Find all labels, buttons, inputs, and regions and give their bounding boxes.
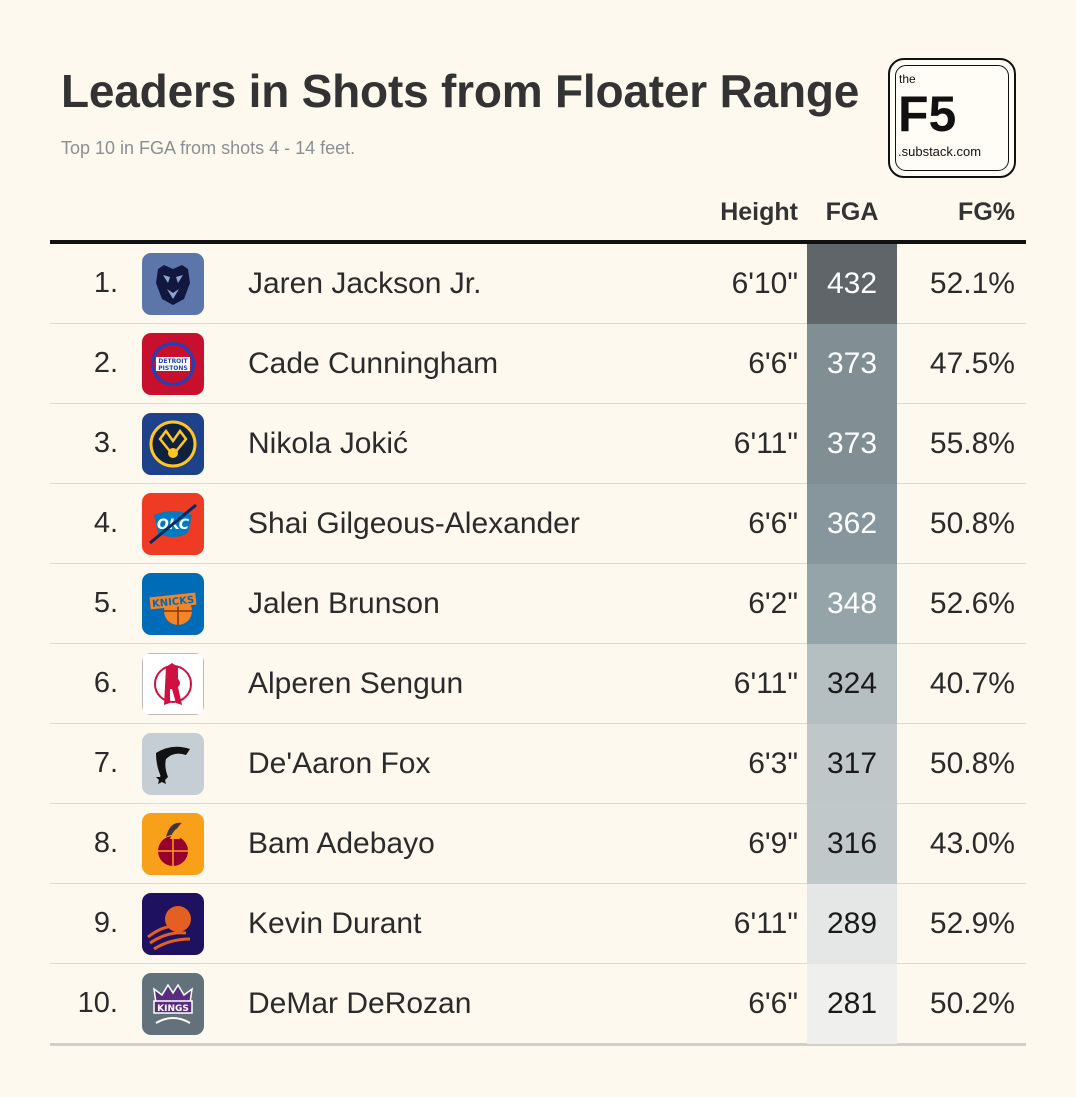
- fg-pct-cell: 52.1%: [929, 267, 1015, 300]
- height-cell: 6'3": [748, 747, 798, 780]
- table-row: 7. De'Aaron Fox 6'3" 317 50.8%: [50, 724, 1026, 804]
- fga-cell: 317: [807, 724, 897, 804]
- table-row: 10. KINGS DeMar DeRozan 6'6" 281 50.2%: [50, 964, 1026, 1046]
- fg-pct-cell: 43.0%: [929, 827, 1015, 860]
- table-row: 1. Jaren Jackson Jr. 6'10" 432 52.1%: [50, 244, 1026, 324]
- fg-pct-cell: 50.8%: [929, 747, 1015, 780]
- column-header-fga: FGA: [825, 198, 879, 226]
- player-name-cell: Bam Adebayo: [248, 827, 435, 860]
- fga-cell: 316: [807, 804, 897, 884]
- knicks-logo-icon: KNICKS: [142, 573, 204, 635]
- fg-pct-cell: 50.2%: [929, 987, 1015, 1020]
- fg-pct-cell: 47.5%: [929, 347, 1015, 380]
- header-rule: [50, 240, 1026, 244]
- fga-cell: 373: [807, 404, 897, 484]
- fga-cell: 324: [807, 644, 897, 724]
- rockets-logo-icon: [142, 653, 204, 715]
- spurs-logo-icon: [142, 733, 204, 795]
- fga-cell: 432: [807, 244, 897, 324]
- logo-the-text: the: [899, 72, 916, 86]
- chart-title: Leaders in Shots from Floater Range: [61, 65, 860, 117]
- svg-text:KNICKS: KNICKS: [152, 595, 195, 610]
- fg-pct-cell: 52.9%: [929, 907, 1015, 940]
- logo-brand-text: F5: [898, 86, 957, 142]
- player-name-cell: Shai Gilgeous-Alexander: [248, 507, 580, 540]
- player-name-cell: Alperen Sengun: [248, 667, 464, 700]
- column-header-fg-pct: FG%: [958, 198, 1015, 226]
- height-cell: 6'9": [748, 827, 798, 860]
- table-row: 8. Bam Adebayo 6'9" 316 43.0%: [50, 804, 1026, 884]
- height-cell: 6'6": [748, 507, 798, 540]
- rank-cell: 8.: [93, 827, 118, 859]
- column-header-height: Height: [720, 198, 798, 226]
- chart-subtitle: Top 10 in FGA from shots 4 - 14 feet.: [61, 138, 356, 158]
- grizzlies-logo-icon: [142, 253, 204, 315]
- thunder-logo-icon: OKC: [142, 493, 204, 555]
- fga-cell: 289: [807, 884, 897, 964]
- rank-cell: 3.: [93, 427, 118, 459]
- svg-text:PISTONS: PISTONS: [158, 365, 188, 372]
- fg-pct-cell: 50.8%: [929, 507, 1015, 540]
- player-name-cell: Jaren Jackson Jr.: [248, 267, 482, 300]
- rank-cell: 9.: [93, 907, 118, 939]
- fg-pct-cell: 40.7%: [929, 667, 1015, 700]
- height-cell: 6'6": [748, 347, 798, 380]
- player-name-cell: Cade Cunningham: [248, 347, 499, 380]
- fga-cell: 348: [807, 564, 897, 644]
- fg-pct-cell: 52.6%: [929, 587, 1015, 620]
- height-cell: 6'10": [731, 267, 798, 300]
- table-row: 6. Alperen Sengun 6'11" 324 40.7%: [50, 644, 1026, 724]
- rank-cell: 5.: [93, 587, 118, 619]
- player-name-cell: Jalen Brunson: [248, 587, 440, 620]
- player-name-cell: De'Aaron Fox: [248, 747, 431, 780]
- table-row: 3. Nikola Jokić 6'11" 373 55.8%: [50, 404, 1026, 484]
- logo-domain-text: .substack.com: [898, 144, 982, 159]
- fga-cell: 373: [807, 324, 897, 404]
- player-name-cell: DeMar DeRozan: [248, 987, 472, 1020]
- rank-cell: 2.: [93, 347, 118, 379]
- pistons-logo-icon: DETROIT PISTONS: [142, 333, 204, 395]
- player-name-cell: Nikola Jokić: [248, 427, 409, 460]
- svg-text:DETROIT: DETROIT: [158, 358, 188, 365]
- height-cell: 6'11": [733, 907, 798, 940]
- fga-cell: 281: [807, 964, 897, 1044]
- height-cell: 6'11": [733, 427, 798, 460]
- kings-logo-icon: KINGS: [142, 973, 204, 1035]
- rank-cell: 1.: [93, 267, 118, 299]
- rank-cell: 10.: [77, 987, 118, 1019]
- rank-cell: 7.: [93, 747, 118, 779]
- rank-cell: 6.: [93, 667, 118, 699]
- f5-logo: the F5 .substack.com: [888, 58, 1016, 178]
- suns-logo-icon: [142, 893, 204, 955]
- table-row: 5. KNICKS Jalen Brunson 6'2" 348 52.6%: [50, 564, 1026, 644]
- height-cell: 6'2": [748, 587, 798, 620]
- fga-cell: 362: [807, 484, 897, 564]
- svg-text:KINGS: KINGS: [157, 1004, 189, 1014]
- leaders-table: 1. Jaren Jackson Jr. 6'10" 432 52.1% 2. DETROI…: [50, 244, 1026, 1046]
- logo-inner-border: [895, 65, 1009, 171]
- height-cell: 6'6": [748, 987, 798, 1020]
- table-row: 4. OKC Shai Gilgeous-Alexander 6'6" 362 50.8%: [50, 484, 1026, 564]
- table-row: 9. Kevin Durant 6'11" 289 52.9%: [50, 884, 1026, 964]
- rank-cell: 4.: [93, 507, 118, 539]
- fg-pct-cell: 55.8%: [929, 427, 1015, 460]
- player-name-cell: Kevin Durant: [248, 907, 422, 940]
- table-row: 2. DETROIT PISTONS Cade Cunningham 6'6" 373 47…: [50, 324, 1026, 404]
- height-cell: 6'11": [733, 667, 798, 700]
- nuggets-logo-icon: [142, 413, 204, 475]
- heat-logo-icon: [142, 813, 204, 875]
